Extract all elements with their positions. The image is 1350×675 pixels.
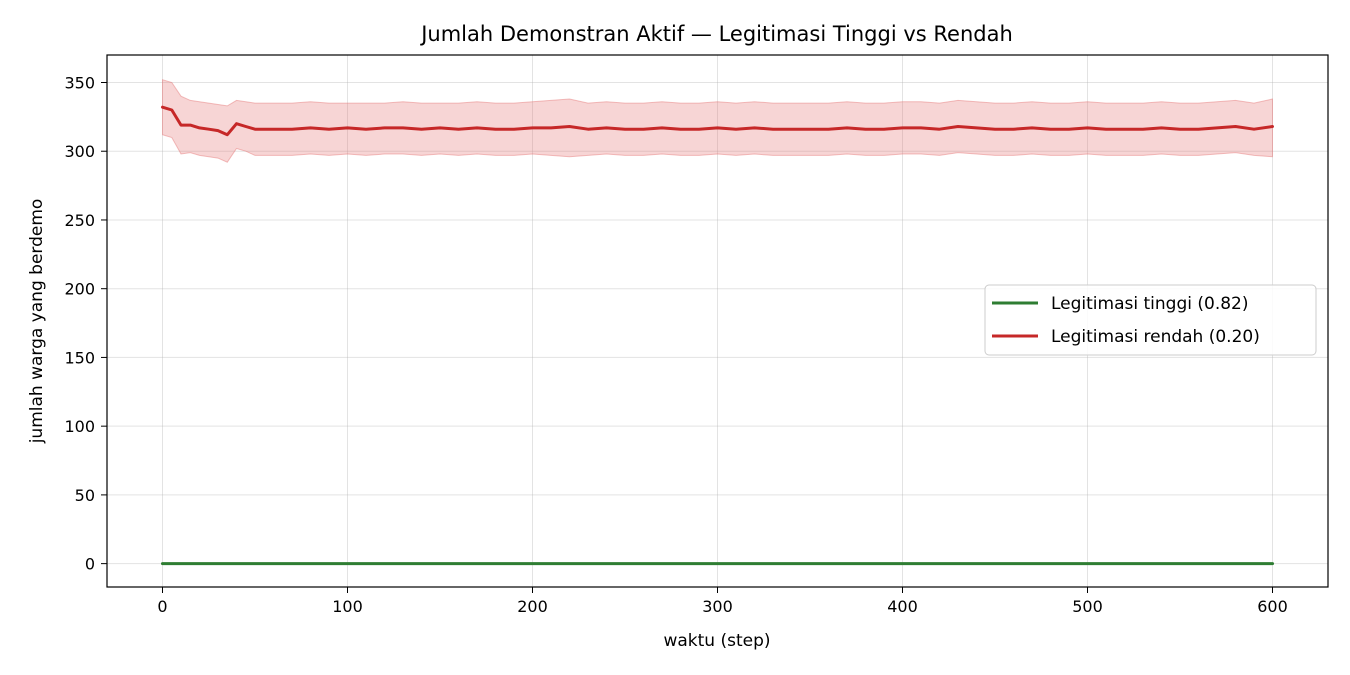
x-tick-label: 500 bbox=[1072, 597, 1103, 616]
y-tick-label: 250 bbox=[64, 211, 95, 230]
series-1-line bbox=[161, 105, 1274, 137]
x-tick-label: 400 bbox=[887, 597, 918, 616]
x-axis-label: waktu (step) bbox=[663, 631, 770, 651]
y-tick-label: 0 bbox=[85, 555, 95, 574]
x-tick-label: 100 bbox=[332, 597, 363, 616]
x-tick-label: 200 bbox=[517, 597, 548, 616]
y-tick-label: 50 bbox=[75, 486, 95, 505]
x-tick-label: 600 bbox=[1257, 597, 1288, 616]
series-1-band bbox=[162, 79, 1273, 163]
series-layer bbox=[161, 105, 1274, 566]
tick-layer: 0 100 200 300 400 500 600 0 50 100 150 200 250 300 350 bbox=[64, 73, 1287, 616]
chart-title: Jumlah Demonstran Aktif — Legitimasi Tin… bbox=[419, 22, 1013, 46]
legend-label-tinggi: Legitimasi tinggi (0.82) bbox=[1051, 294, 1248, 314]
x-tick-label: 0 bbox=[157, 597, 167, 616]
y-tick-label: 100 bbox=[64, 417, 95, 436]
y-tick-label: 350 bbox=[64, 73, 95, 92]
y-tick-label: 300 bbox=[64, 142, 95, 161]
y-tick-label: 150 bbox=[64, 348, 95, 367]
confidence-band-layer bbox=[162, 79, 1273, 163]
y-axis-label: jumlah warga yang berdemo bbox=[27, 199, 47, 445]
x-tick-label: 300 bbox=[702, 597, 733, 616]
y-tick-label: 200 bbox=[64, 280, 95, 299]
legend-label-rendah: Legitimasi rendah (0.20) bbox=[1051, 327, 1260, 347]
legend: Legitimasi tinggi (0.82) Legitimasi rend… bbox=[984, 284, 1317, 356]
legend-frame bbox=[984, 284, 1317, 356]
